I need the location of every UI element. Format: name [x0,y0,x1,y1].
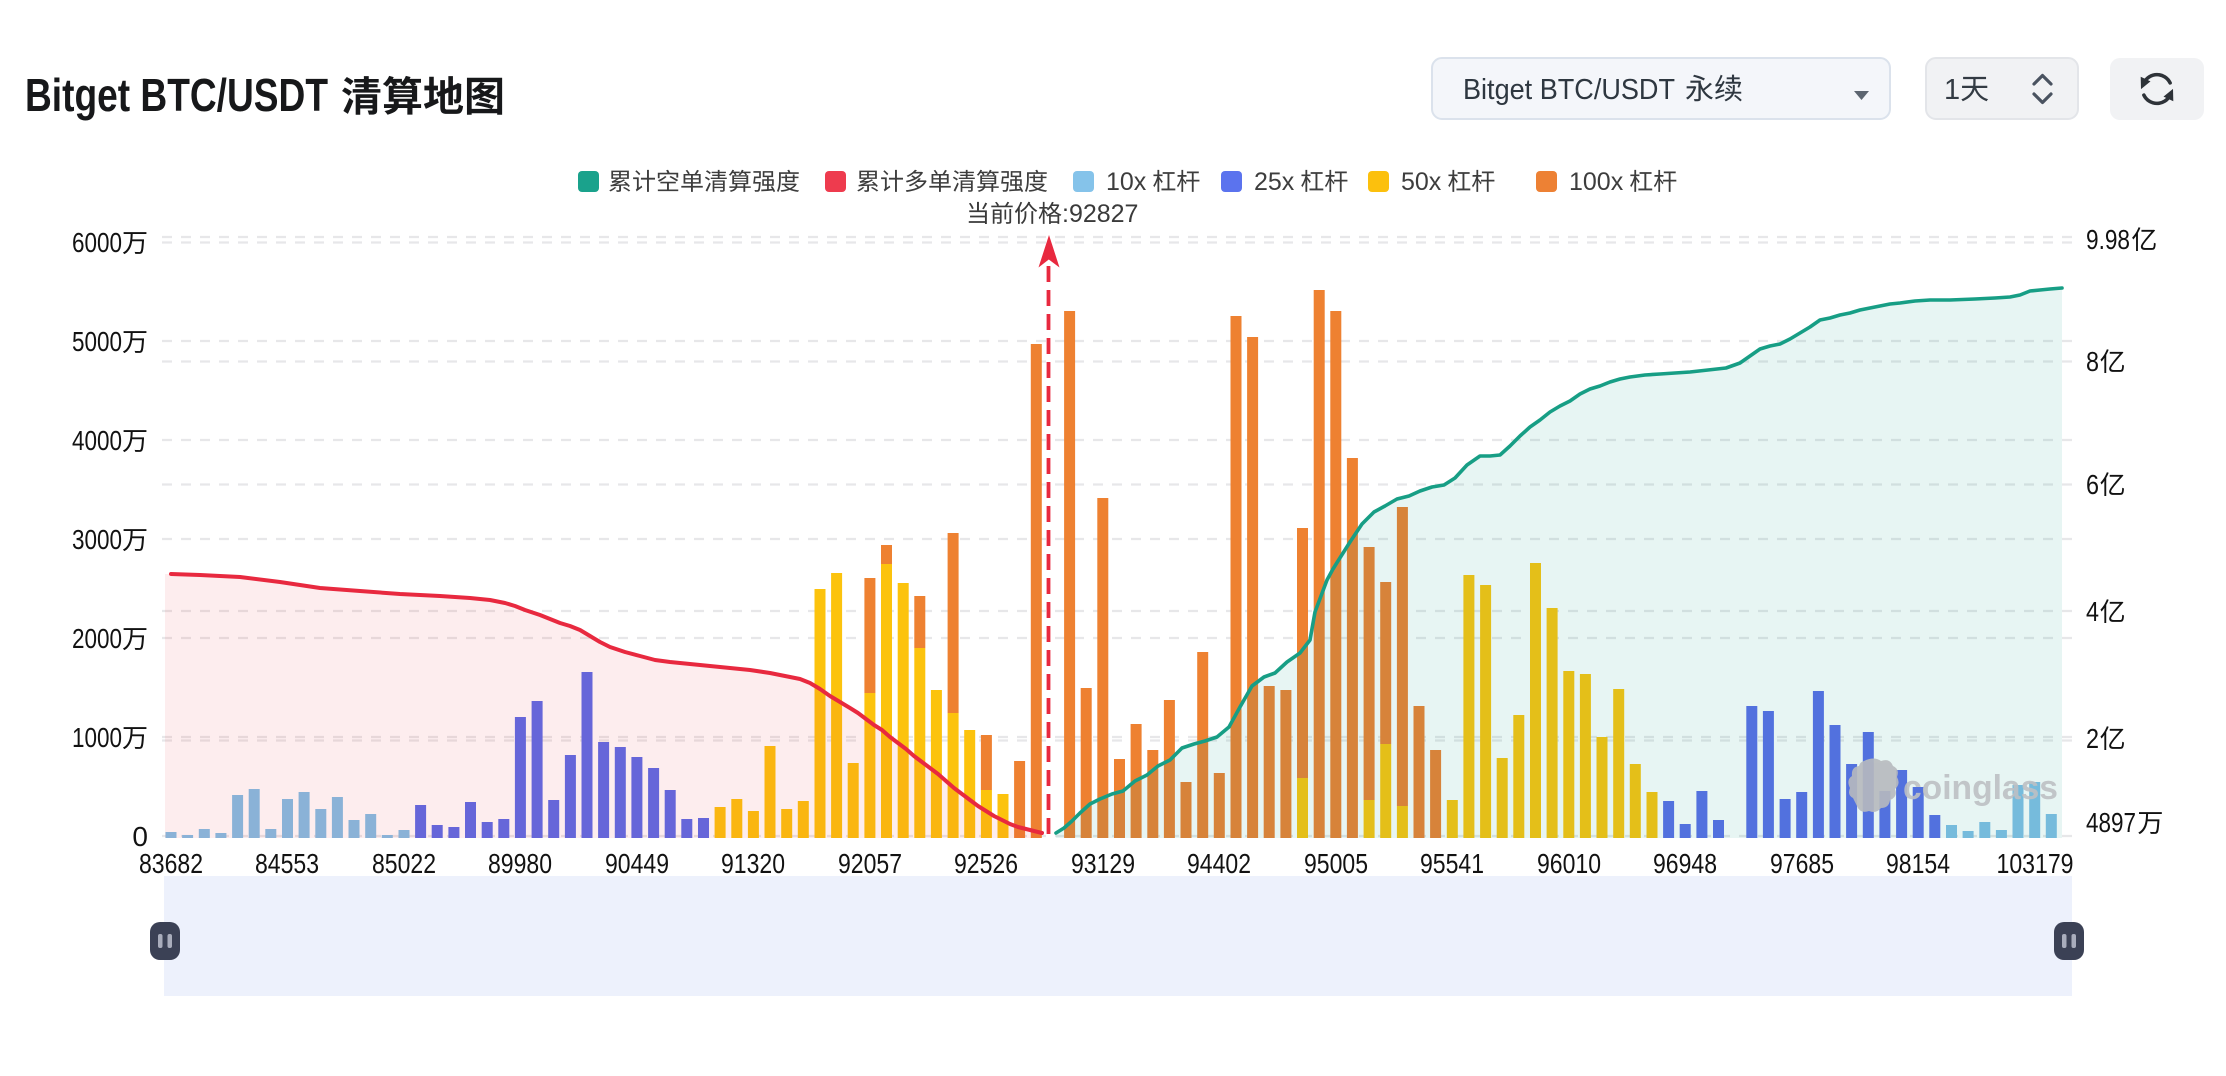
svg-text:96948: 96948 [1653,848,1717,879]
svg-text:95541: 95541 [1420,848,1484,879]
svg-text:25x: 25x [1254,168,1295,196]
svg-text:93129: 93129 [1071,848,1135,879]
svg-text:94402: 94402 [1187,848,1251,879]
svg-text:6000: 6000 [72,227,122,258]
svg-text:85022: 85022 [372,848,436,879]
svg-text:6: 6 [2086,469,2099,500]
svg-text:0: 0 [132,821,148,852]
svg-text:92526: 92526 [954,848,1018,879]
svg-text:5000: 5000 [72,326,122,357]
svg-text:3000: 3000 [72,524,122,555]
svg-text:4: 4 [2086,596,2099,627]
svg-text:4000: 4000 [72,425,122,456]
svg-text:91320: 91320 [721,848,785,879]
svg-text:Bitget BTC/USDT: Bitget BTC/USDT [25,69,328,121]
svg-text:83682: 83682 [139,848,203,879]
svg-text:84553: 84553 [255,848,319,879]
svg-text:2000: 2000 [72,623,122,654]
svg-text:10x: 10x [1106,168,1147,196]
svg-text:92057: 92057 [838,848,902,879]
svg-text:89980: 89980 [488,848,552,879]
svg-text:103179: 103179 [1997,848,2074,879]
svg-text::92827: :92827 [1062,200,1138,228]
svg-text:4897: 4897 [2086,807,2136,838]
svg-text:1: 1 [1944,74,1960,106]
svg-text:1000: 1000 [72,722,122,753]
svg-text:8: 8 [2086,346,2099,377]
svg-text:coinglass: coinglass [1903,769,2058,807]
svg-text:2: 2 [2086,723,2099,754]
svg-text:9.98: 9.98 [2086,224,2130,255]
svg-text:Bitget BTC/USDT: Bitget BTC/USDT [1463,74,1675,106]
svg-text:100x: 100x [1569,168,1624,196]
svg-text:98154: 98154 [1886,848,1950,879]
svg-text:95005: 95005 [1304,848,1368,879]
svg-text:96010: 96010 [1537,848,1601,879]
svg-text:90449: 90449 [605,848,669,879]
svg-text:97685: 97685 [1770,848,1834,879]
svg-text:50x: 50x [1401,168,1442,196]
